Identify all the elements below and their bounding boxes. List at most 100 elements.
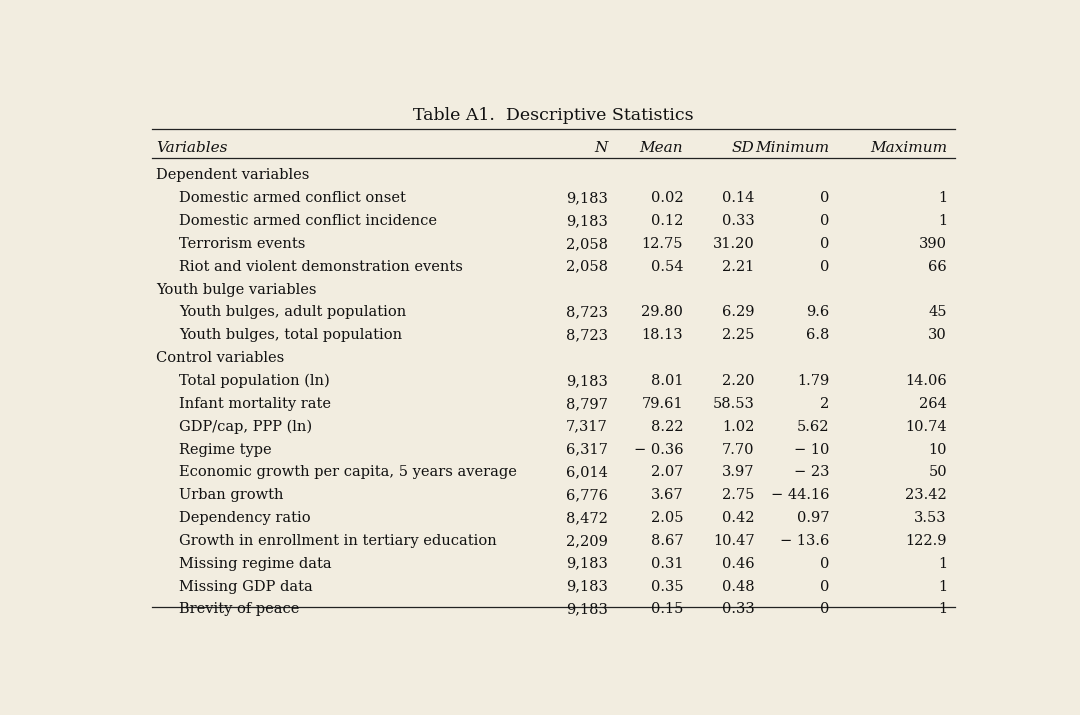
Text: 122.9: 122.9 — [905, 534, 947, 548]
Text: 9,183: 9,183 — [566, 214, 608, 228]
Text: 0: 0 — [821, 191, 829, 205]
Text: 2.05: 2.05 — [651, 511, 684, 525]
Text: 0: 0 — [821, 237, 829, 251]
Text: Minimum: Minimum — [756, 141, 829, 155]
Text: 0: 0 — [821, 214, 829, 228]
Text: 0.48: 0.48 — [721, 580, 754, 593]
Text: 8.67: 8.67 — [650, 534, 684, 548]
Text: Urban growth: Urban growth — [179, 488, 284, 502]
Text: Dependency ratio: Dependency ratio — [179, 511, 311, 525]
Text: 8,723: 8,723 — [566, 328, 608, 342]
Text: 1.79: 1.79 — [797, 374, 829, 388]
Text: 18.13: 18.13 — [642, 328, 684, 342]
Text: 12.75: 12.75 — [642, 237, 684, 251]
Text: 79.61: 79.61 — [642, 397, 684, 411]
Text: 23.42: 23.42 — [905, 488, 947, 502]
Text: Growth in enrollment in tertiary education: Growth in enrollment in tertiary educati… — [179, 534, 497, 548]
Text: 9,183: 9,183 — [566, 557, 608, 571]
Text: Maximum: Maximum — [869, 141, 947, 155]
Text: 0.15: 0.15 — [651, 603, 684, 616]
Text: 1.02: 1.02 — [723, 420, 754, 434]
Text: 390: 390 — [919, 237, 947, 251]
Text: 0.31: 0.31 — [651, 557, 684, 571]
Text: Terrorism events: Terrorism events — [179, 237, 306, 251]
Text: SD: SD — [731, 141, 754, 155]
Text: − 44.16: − 44.16 — [771, 488, 829, 502]
Text: 30: 30 — [928, 328, 947, 342]
Text: 29.80: 29.80 — [642, 305, 684, 320]
Text: 0: 0 — [821, 557, 829, 571]
Text: 3.67: 3.67 — [650, 488, 684, 502]
Text: 6,014: 6,014 — [566, 465, 608, 479]
Text: 7,317: 7,317 — [566, 420, 608, 434]
Text: 0.14: 0.14 — [723, 191, 754, 205]
Text: 10.47: 10.47 — [713, 534, 754, 548]
Text: 2.21: 2.21 — [723, 260, 754, 274]
Text: − 0.36: − 0.36 — [634, 443, 684, 457]
Text: 0.12: 0.12 — [651, 214, 684, 228]
Text: Youth bulge variables: Youth bulge variables — [156, 282, 316, 297]
Text: 0.02: 0.02 — [650, 191, 684, 205]
Text: Domestic armed conflict onset: Domestic armed conflict onset — [179, 191, 406, 205]
Text: 9,183: 9,183 — [566, 580, 608, 593]
Text: 66: 66 — [928, 260, 947, 274]
Text: Economic growth per capita, 5 years average: Economic growth per capita, 5 years aver… — [179, 465, 517, 479]
Text: 50: 50 — [929, 465, 947, 479]
Text: 0.46: 0.46 — [721, 557, 754, 571]
Text: Dependent variables: Dependent variables — [156, 168, 309, 182]
Text: 2.20: 2.20 — [721, 374, 754, 388]
Text: Riot and violent demonstration events: Riot and violent demonstration events — [179, 260, 463, 274]
Text: Missing regime data: Missing regime data — [179, 557, 332, 571]
Text: 264: 264 — [919, 397, 947, 411]
Text: 0.33: 0.33 — [721, 214, 754, 228]
Text: Youth bulges, adult population: Youth bulges, adult population — [179, 305, 406, 320]
Text: 2.75: 2.75 — [723, 488, 754, 502]
Text: 0.35: 0.35 — [650, 580, 684, 593]
Text: 8.01: 8.01 — [651, 374, 684, 388]
Text: 1: 1 — [937, 580, 947, 593]
Text: 2.07: 2.07 — [651, 465, 684, 479]
Text: − 23: − 23 — [794, 465, 829, 479]
Text: N: N — [594, 141, 608, 155]
Text: 58.53: 58.53 — [713, 397, 754, 411]
Text: − 13.6: − 13.6 — [781, 534, 829, 548]
Text: 2,209: 2,209 — [566, 534, 608, 548]
Text: 1: 1 — [937, 603, 947, 616]
Text: 2: 2 — [821, 397, 829, 411]
Text: Regime type: Regime type — [179, 443, 272, 457]
Text: 9,183: 9,183 — [566, 191, 608, 205]
Text: 0: 0 — [821, 580, 829, 593]
Text: Brevity of peace: Brevity of peace — [179, 603, 300, 616]
Text: Missing GDP data: Missing GDP data — [179, 580, 313, 593]
Text: 9,183: 9,183 — [566, 603, 608, 616]
Text: 0.97: 0.97 — [797, 511, 829, 525]
Text: Infant mortality rate: Infant mortality rate — [179, 397, 332, 411]
Text: 0.54: 0.54 — [651, 260, 684, 274]
Text: 1: 1 — [937, 214, 947, 228]
Text: 31.20: 31.20 — [713, 237, 754, 251]
Text: 1: 1 — [937, 191, 947, 205]
Text: GDP/cap, PPP (ln): GDP/cap, PPP (ln) — [179, 420, 312, 434]
Text: 3.53: 3.53 — [915, 511, 947, 525]
Text: 9,183: 9,183 — [566, 374, 608, 388]
Text: Domestic armed conflict incidence: Domestic armed conflict incidence — [179, 214, 437, 228]
Text: 2,058: 2,058 — [566, 260, 608, 274]
Text: 14.06: 14.06 — [905, 374, 947, 388]
Text: Table A1.  Descriptive Statistics: Table A1. Descriptive Statistics — [414, 107, 693, 124]
Text: 0.33: 0.33 — [721, 603, 754, 616]
Text: Youth bulges, total population: Youth bulges, total population — [179, 328, 403, 342]
Text: 2,058: 2,058 — [566, 237, 608, 251]
Text: Control variables: Control variables — [156, 351, 284, 365]
Text: 2.25: 2.25 — [723, 328, 754, 342]
Text: Mean: Mean — [639, 141, 684, 155]
Text: 6,776: 6,776 — [566, 488, 608, 502]
Text: 45: 45 — [929, 305, 947, 320]
Text: Variables: Variables — [156, 141, 228, 155]
Text: 6,317: 6,317 — [566, 443, 608, 457]
Text: 0: 0 — [821, 603, 829, 616]
Text: 8,797: 8,797 — [566, 397, 608, 411]
Text: 6.8: 6.8 — [807, 328, 829, 342]
Text: 7.70: 7.70 — [721, 443, 754, 457]
Text: 3.97: 3.97 — [721, 465, 754, 479]
Text: 8,723: 8,723 — [566, 305, 608, 320]
